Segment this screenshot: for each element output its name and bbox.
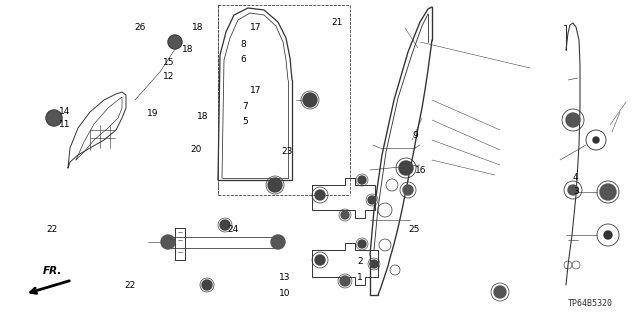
Text: 23: 23 bbox=[282, 147, 293, 156]
Circle shape bbox=[315, 255, 325, 265]
Text: 6: 6 bbox=[240, 55, 246, 63]
Text: 9: 9 bbox=[413, 131, 419, 140]
Circle shape bbox=[271, 235, 285, 249]
Text: 19: 19 bbox=[147, 109, 159, 118]
Circle shape bbox=[268, 178, 282, 192]
Circle shape bbox=[368, 196, 376, 204]
Circle shape bbox=[341, 211, 349, 219]
Text: 18: 18 bbox=[197, 112, 209, 121]
Text: 17: 17 bbox=[250, 86, 261, 95]
Circle shape bbox=[340, 276, 350, 286]
Circle shape bbox=[600, 184, 616, 200]
Text: 2: 2 bbox=[357, 257, 363, 266]
Circle shape bbox=[566, 113, 580, 127]
Text: 11: 11 bbox=[59, 120, 70, 129]
Text: 26: 26 bbox=[134, 23, 146, 32]
Text: 18: 18 bbox=[192, 23, 204, 32]
Circle shape bbox=[161, 235, 175, 249]
Circle shape bbox=[568, 185, 578, 195]
Text: 24: 24 bbox=[227, 225, 239, 234]
Circle shape bbox=[494, 286, 506, 298]
Circle shape bbox=[220, 220, 230, 230]
Text: 13: 13 bbox=[279, 273, 291, 282]
Circle shape bbox=[358, 176, 366, 184]
Text: FR.: FR. bbox=[42, 266, 61, 276]
Circle shape bbox=[593, 137, 599, 143]
Circle shape bbox=[303, 93, 317, 107]
Circle shape bbox=[399, 161, 413, 175]
Text: 4: 4 bbox=[573, 173, 579, 182]
Text: 7: 7 bbox=[242, 102, 248, 111]
Text: 21: 21 bbox=[331, 18, 342, 27]
Text: TP64B5320: TP64B5320 bbox=[568, 299, 612, 308]
Circle shape bbox=[370, 260, 378, 268]
Circle shape bbox=[315, 190, 325, 200]
Text: 25: 25 bbox=[408, 225, 420, 234]
Text: 10: 10 bbox=[279, 289, 291, 298]
Text: 3: 3 bbox=[573, 187, 579, 196]
Circle shape bbox=[46, 110, 62, 126]
Text: 1: 1 bbox=[357, 273, 363, 282]
Text: 18: 18 bbox=[182, 45, 194, 54]
Circle shape bbox=[202, 280, 212, 290]
Text: 15: 15 bbox=[163, 58, 175, 67]
Text: 14: 14 bbox=[59, 107, 70, 116]
Text: 17: 17 bbox=[250, 23, 261, 32]
Circle shape bbox=[403, 185, 413, 195]
Text: 20: 20 bbox=[191, 145, 202, 154]
Text: 16: 16 bbox=[415, 166, 426, 175]
Circle shape bbox=[358, 240, 366, 248]
Circle shape bbox=[604, 231, 612, 239]
Text: 8: 8 bbox=[240, 40, 246, 49]
Circle shape bbox=[168, 35, 182, 49]
Text: 5: 5 bbox=[242, 117, 248, 126]
Text: 22: 22 bbox=[46, 225, 58, 234]
Text: 22: 22 bbox=[125, 281, 136, 290]
Text: 12: 12 bbox=[163, 72, 175, 81]
